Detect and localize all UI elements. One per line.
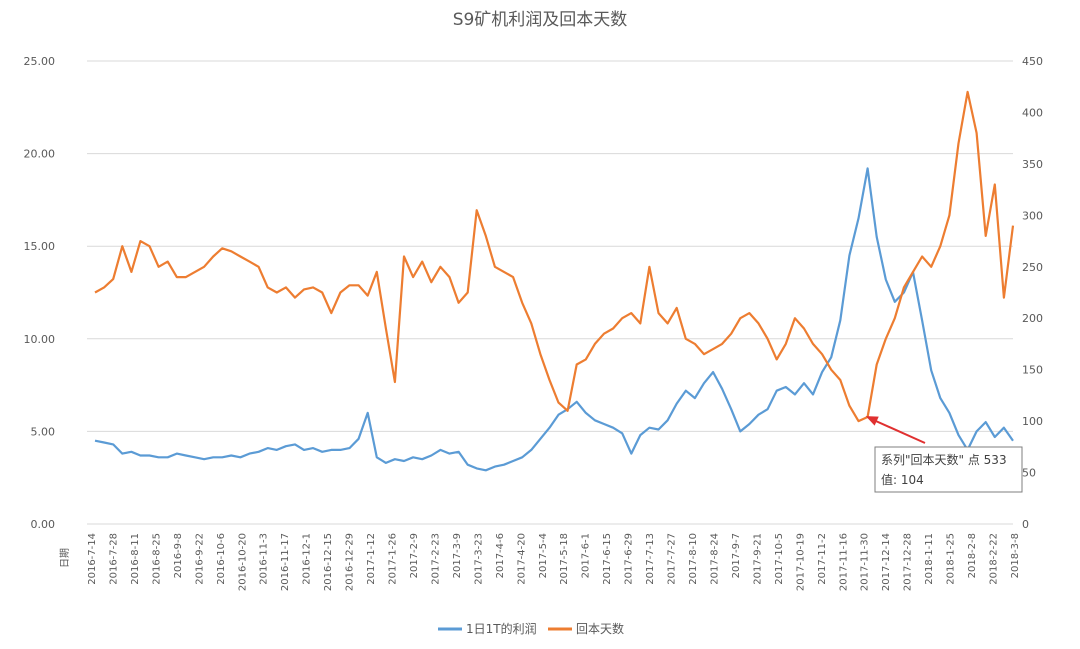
right-tick-label: 200	[1022, 312, 1043, 325]
x-tick-label: 2018-1-11	[924, 533, 935, 585]
x-tick-label: 2017-12-14	[881, 533, 892, 591]
x-tick-label: 2016-10-6	[216, 533, 227, 585]
x-tick-label: 2016-7-28	[108, 533, 119, 585]
right-tick-label: 450	[1022, 55, 1043, 68]
x-tick-label: 2017-10-5	[774, 533, 785, 585]
x-tick-label: 2016-11-17	[280, 533, 291, 591]
right-tick-label: 50	[1022, 467, 1036, 480]
x-tick-label: 2016-7-14	[87, 533, 98, 585]
x-tick-label: 2016-12-29	[345, 533, 356, 591]
x-tick-label: 2017-3-9	[452, 533, 463, 578]
x-axis-label: 日期	[59, 548, 71, 568]
x-tick-label: 2017-12-28	[903, 533, 914, 591]
x-tick-label: 2017-11-30	[860, 533, 871, 591]
x-tick-label: 2016-12-1	[302, 533, 313, 585]
x-tick-label: 2016-9-22	[194, 533, 205, 585]
tooltip-line-1: 系列"回本天数" 点 533	[881, 452, 1007, 467]
data-point-tooltip: 系列"回本天数" 点 533 值: 104	[865, 416, 1023, 493]
x-tick-label: 2016-12-15	[323, 533, 334, 591]
x-tick-label: 2016-11-3	[259, 533, 270, 585]
series-line-profit	[94, 167, 1014, 472]
x-tick-label: 2016-8-25	[151, 533, 162, 585]
x-tick-label: 2017-8-24	[709, 533, 720, 585]
left-tick-label: 0.00	[31, 518, 56, 531]
right-tick-label: 400	[1022, 106, 1043, 119]
left-tick-label: 10.00	[24, 333, 56, 346]
right-tick-label: 300	[1022, 209, 1043, 222]
right-axis: 0 50 100 150 200 250 300 350 400 450	[1022, 55, 1043, 531]
tooltip-box	[874, 446, 1023, 493]
legend-label-profit: 1日1T的利润	[466, 621, 537, 636]
x-tick-label: 2017-3-23	[473, 533, 484, 585]
legend: 1日1T的利润 回本天数	[438, 621, 624, 636]
x-tick-label: 2017-6-1	[581, 533, 592, 578]
left-tick-label: 20.00	[24, 148, 56, 161]
x-tick-label: 2017-5-18	[559, 533, 570, 585]
x-tick-label: 2017-8-10	[688, 533, 699, 585]
x-axis: 2016-7-14 2016-7-28 2016-8-11 2016-8-25 2016…	[87, 533, 1021, 591]
right-tick-label: 100	[1022, 415, 1043, 428]
x-tick-label: 2016-9-8	[173, 533, 184, 578]
legend-label-payback: 回本天数	[576, 621, 624, 636]
x-tick-label: 2017-4-6	[495, 533, 506, 578]
series-line-payback-days	[94, 90, 1015, 423]
gridlines	[87, 60, 1013, 525]
x-tick-label: 2018-2-22	[989, 533, 1000, 585]
series-layer	[94, 90, 1015, 472]
x-tick-label: 2016-10-20	[237, 533, 248, 591]
tooltip-arrow	[873, 419, 926, 444]
x-tick-label: 2018-2-8	[967, 533, 978, 578]
x-tick-label: 2017-7-13	[645, 533, 656, 585]
x-tick-label: 2017-9-21	[752, 533, 763, 585]
x-tick-label: 2017-11-16	[838, 533, 849, 591]
x-tick-label: 2017-11-2	[817, 533, 828, 585]
right-tick-label: 0	[1022, 518, 1029, 531]
right-tick-label: 150	[1022, 364, 1043, 377]
x-tick-label: 2017-6-29	[624, 533, 635, 585]
tooltip-arrowhead	[865, 416, 879, 426]
x-tick-label: 2016-8-11	[130, 533, 141, 585]
right-tick-label: 350	[1022, 158, 1043, 171]
x-tick-label: 2017-1-26	[388, 533, 399, 585]
right-tick-label: 250	[1022, 261, 1043, 274]
x-tick-label: 2017-2-9	[409, 533, 420, 578]
x-tick-label: 2017-10-19	[795, 533, 806, 591]
left-tick-label: 25.00	[24, 55, 56, 68]
chart-title: S9矿机利润及回本天数	[453, 10, 628, 30]
x-tick-label: 2017-1-12	[366, 533, 377, 585]
tooltip-line-2: 值: 104	[881, 472, 924, 487]
x-tick-label: 2017-6-15	[602, 533, 613, 585]
x-tick-label: 2018-3-8	[1010, 533, 1021, 578]
x-tick-label: 2017-2-23	[430, 533, 441, 585]
left-axis: 0.00 5.00 10.00 15.00 20.00 25.00	[24, 55, 56, 531]
left-tick-label: 5.00	[31, 425, 56, 438]
x-tick-label: 2017-4-20	[516, 533, 527, 585]
x-tick-label: 2017-5-4	[538, 533, 549, 578]
left-tick-label: 15.00	[24, 240, 56, 253]
x-tick-label: 2017-9-7	[731, 533, 742, 578]
x-tick-label: 2017-7-27	[667, 533, 678, 585]
x-tick-label: 2018-1-25	[946, 533, 957, 585]
